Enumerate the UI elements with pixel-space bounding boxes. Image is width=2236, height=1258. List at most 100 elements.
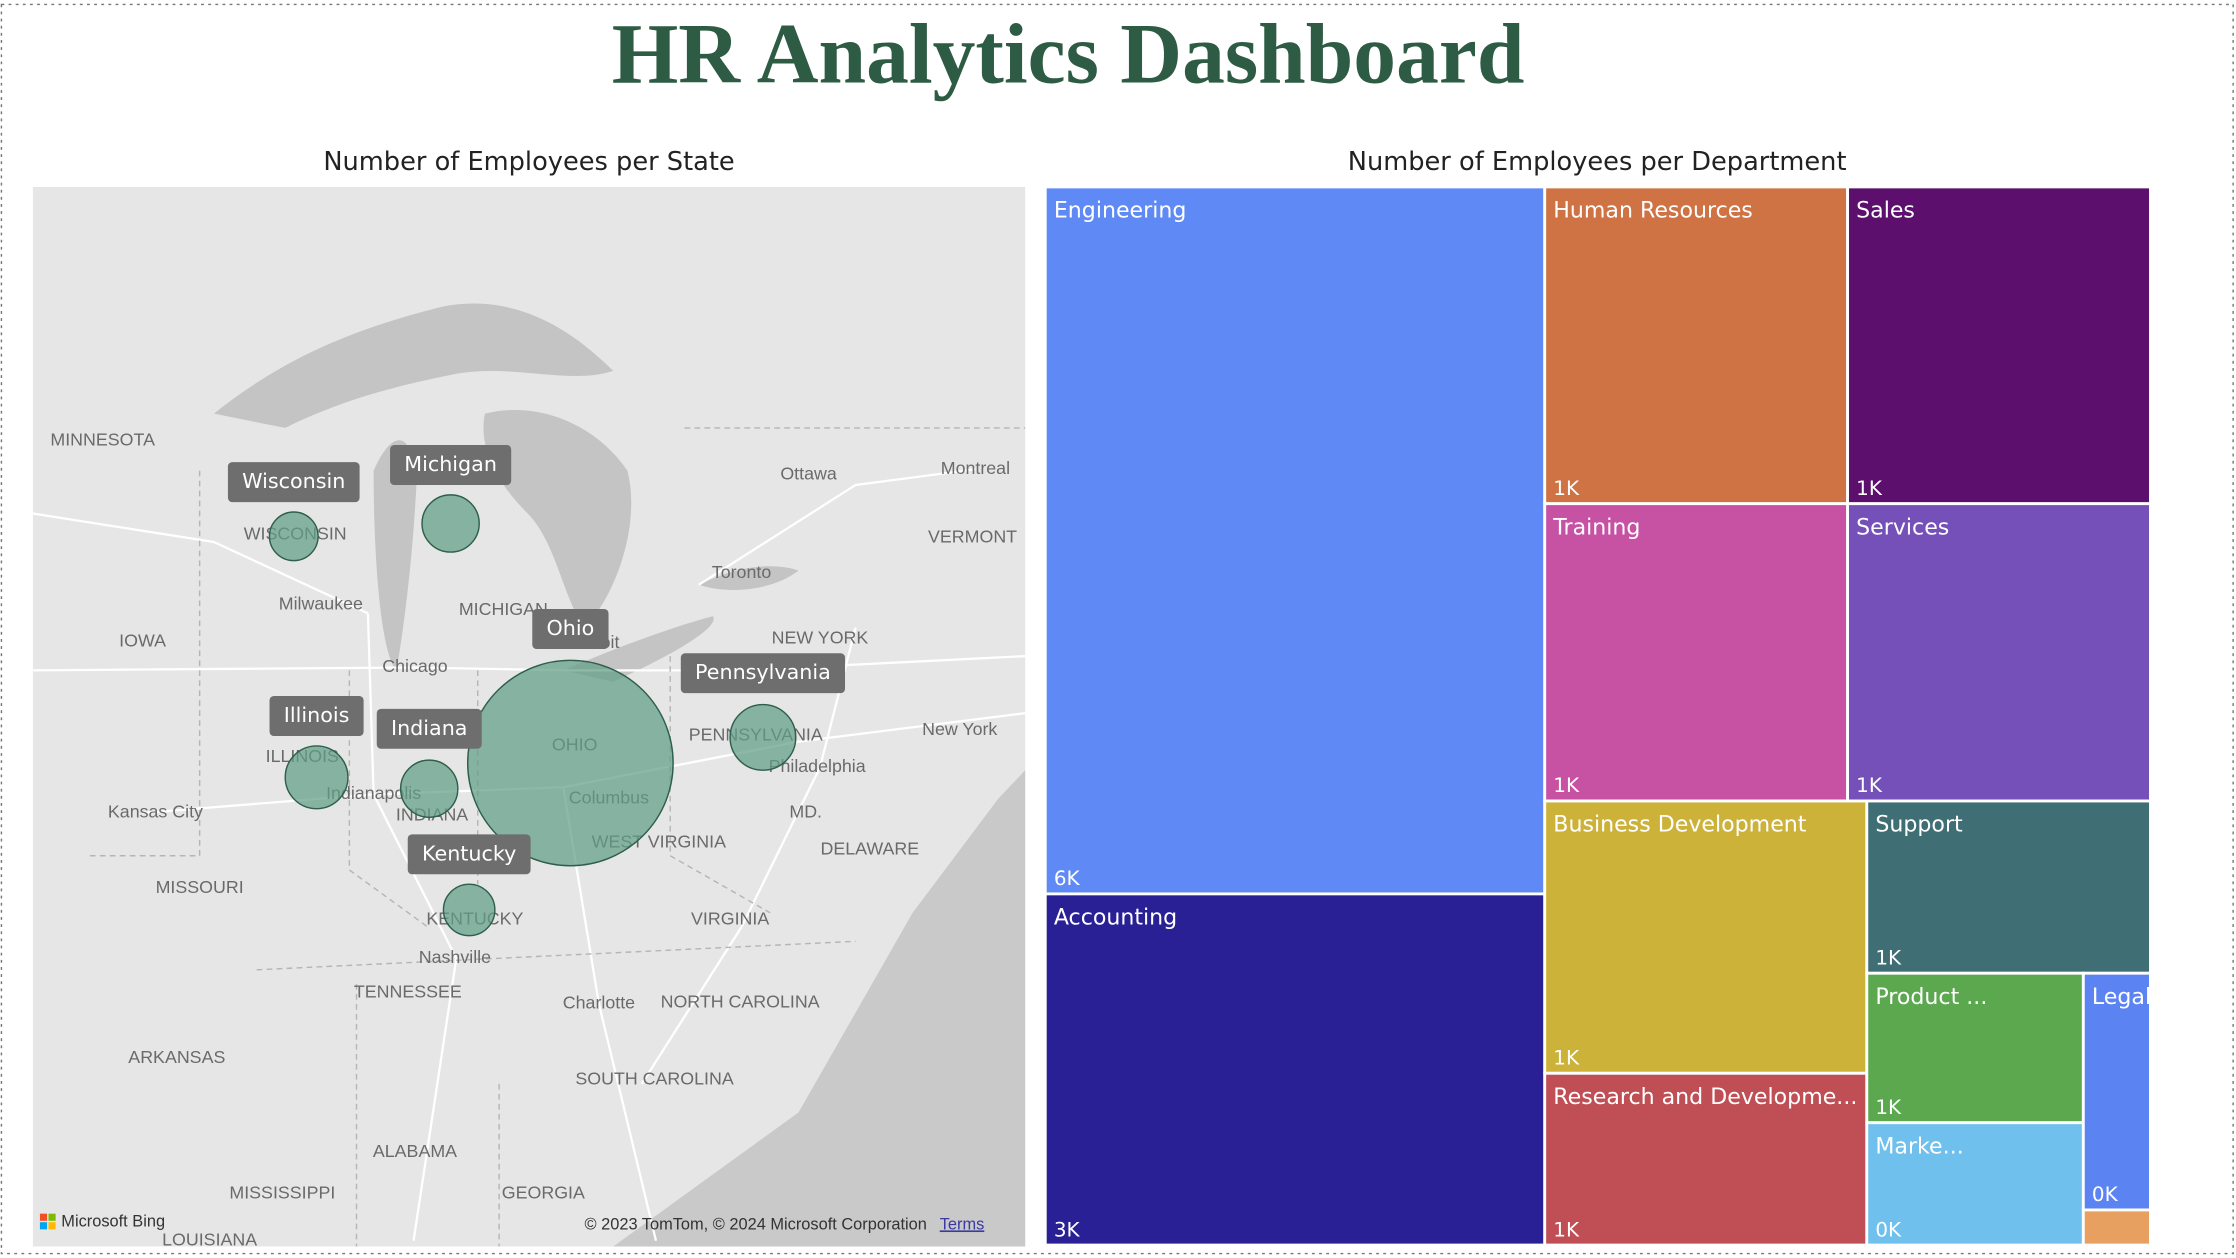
bubble <box>268 511 319 562</box>
map-label: Toronto <box>712 562 772 582</box>
bubble-label: Illinois <box>269 696 364 736</box>
treemap-tile <box>1543 799 1869 1075</box>
treemap-tile <box>1846 502 2152 803</box>
map-label: ALABAMA <box>373 1141 457 1161</box>
tile-value: 1K <box>1553 1217 1580 1241</box>
map-label: MD. <box>789 802 822 822</box>
map-label: New York <box>922 719 997 739</box>
tile-value: 1K <box>1856 773 1883 797</box>
chart-title: Number of Employees per Department <box>1348 147 1847 177</box>
treemap-tile <box>1865 971 2085 1125</box>
label-box <box>532 609 609 649</box>
logo <box>48 1222 56 1230</box>
map-label: ARKANSAS <box>128 1047 225 1067</box>
tile-value: 1K <box>1553 476 1580 500</box>
map-label: Montreal <box>941 458 1010 478</box>
bubble <box>466 659 674 867</box>
treemap-tile <box>2081 971 2152 1212</box>
tile-label: Sales <box>1856 198 1915 224</box>
map-label: Ottawa <box>780 464 837 484</box>
tile-label: Legal <box>2092 984 2151 1010</box>
lake <box>483 409 632 628</box>
tile-value: 1K <box>1553 1046 1580 1070</box>
tile-label: Services <box>1856 514 1949 540</box>
tile-label: Product ... <box>1875 984 1987 1010</box>
map-label: DELAWARE <box>821 839 920 859</box>
map-label: NORTH CAROLINA <box>661 991 820 1011</box>
treemap-tile <box>1543 185 1850 506</box>
tile-label: Support <box>1875 812 1963 838</box>
state-label: Ohio <box>547 616 595 640</box>
map-label: VERMONT <box>928 526 1017 546</box>
map-provider: Microsoft Bing <box>61 1213 165 1231</box>
label-box <box>390 445 512 485</box>
tile-label: Accounting <box>1054 905 1177 931</box>
bubble-label: Indiana <box>376 708 482 749</box>
map: Microsoft Bing © 2023 TomTom, © 2024 Mic… <box>32 186 1026 1249</box>
logo <box>39 1213 48 1221</box>
map-label: MISSISSIPPI <box>229 1182 335 1202</box>
bubble-label: Michigan <box>390 445 512 485</box>
map-label: Philadelphia <box>769 756 866 776</box>
tile-label: Research and Developme... <box>1553 1084 1857 1110</box>
bubble <box>399 759 459 819</box>
map-label: TENNESSEE <box>354 981 462 1001</box>
treemap-tile <box>2081 1208 2152 1247</box>
tile-label: Marke... <box>1875 1133 1963 1159</box>
treemap: Engineering 6K Accounting 3K Human Resources… <box>1043 185 2152 1247</box>
logo <box>39 1222 48 1230</box>
tile-value: 1K <box>1875 945 1902 969</box>
map-label: MICHIGAN <box>459 599 548 619</box>
bubble-label: Ohio <box>532 609 609 649</box>
bubble-label: Pennsylvania <box>680 653 846 694</box>
tile-label: Business Development <box>1553 812 1807 838</box>
lake <box>373 440 417 671</box>
state-label: Pennsylvania <box>695 660 831 684</box>
tile-value: 0K <box>1875 1217 1902 1241</box>
map-label: Kansas City <box>108 802 203 822</box>
map-terms[interactable]: Terms <box>940 1215 985 1233</box>
map-label: NEW YORK <box>772 628 869 648</box>
label-box <box>227 462 360 503</box>
logo <box>48 1213 56 1221</box>
bubble-label: Wisconsin <box>227 462 360 503</box>
dashboard-title: HR Analytics Dashboard <box>612 7 1525 102</box>
ocean <box>613 770 1026 1247</box>
chart-title: Number of Employees per State <box>323 147 734 177</box>
tile-label: Human Resources <box>1553 198 1753 224</box>
treemap-tile <box>1543 502 1850 803</box>
bubble <box>729 703 797 771</box>
bubble-label: Kentucky <box>407 834 531 875</box>
tile-value: 3K <box>1054 1217 1081 1241</box>
map-label: Charlotte <box>563 993 635 1013</box>
state-label: Illinois <box>284 703 350 727</box>
state-label: Kentucky <box>422 841 516 865</box>
basemap <box>32 186 1026 1247</box>
map-attribution: © 2023 TomTom, © 2024 Microsoft Corporat… <box>585 1215 927 1233</box>
lake <box>698 566 799 590</box>
map-label: Nashville <box>419 947 491 967</box>
tile-value: 0K <box>2092 1182 2119 1206</box>
map-label: MISSOURI <box>156 877 244 897</box>
map-label: SOUTH CAROLINA <box>575 1068 733 1088</box>
tile-value: 1K <box>1553 773 1580 797</box>
bubble <box>284 745 349 810</box>
map-label: LOUISIANA <box>162 1229 257 1249</box>
tile-label: Engineering <box>1054 198 1187 224</box>
treemap-tile <box>1043 185 1547 896</box>
lake <box>213 303 614 428</box>
treemap-tile <box>1846 185 2152 506</box>
map-label: Indianapolis <box>326 783 421 803</box>
state-label: Wisconsin <box>242 469 345 493</box>
map-label: Chicago <box>382 656 447 676</box>
label-box <box>680 653 846 694</box>
tile-value: 1K <box>1875 1095 1902 1119</box>
treemap-tile <box>1865 1121 2085 1247</box>
tile-label: Training <box>1552 514 1640 540</box>
map-label: IOWA <box>119 631 166 651</box>
map-label: VIRGINIA <box>691 909 769 929</box>
map-label: Milwaukee <box>279 593 363 613</box>
label-box <box>407 834 531 875</box>
